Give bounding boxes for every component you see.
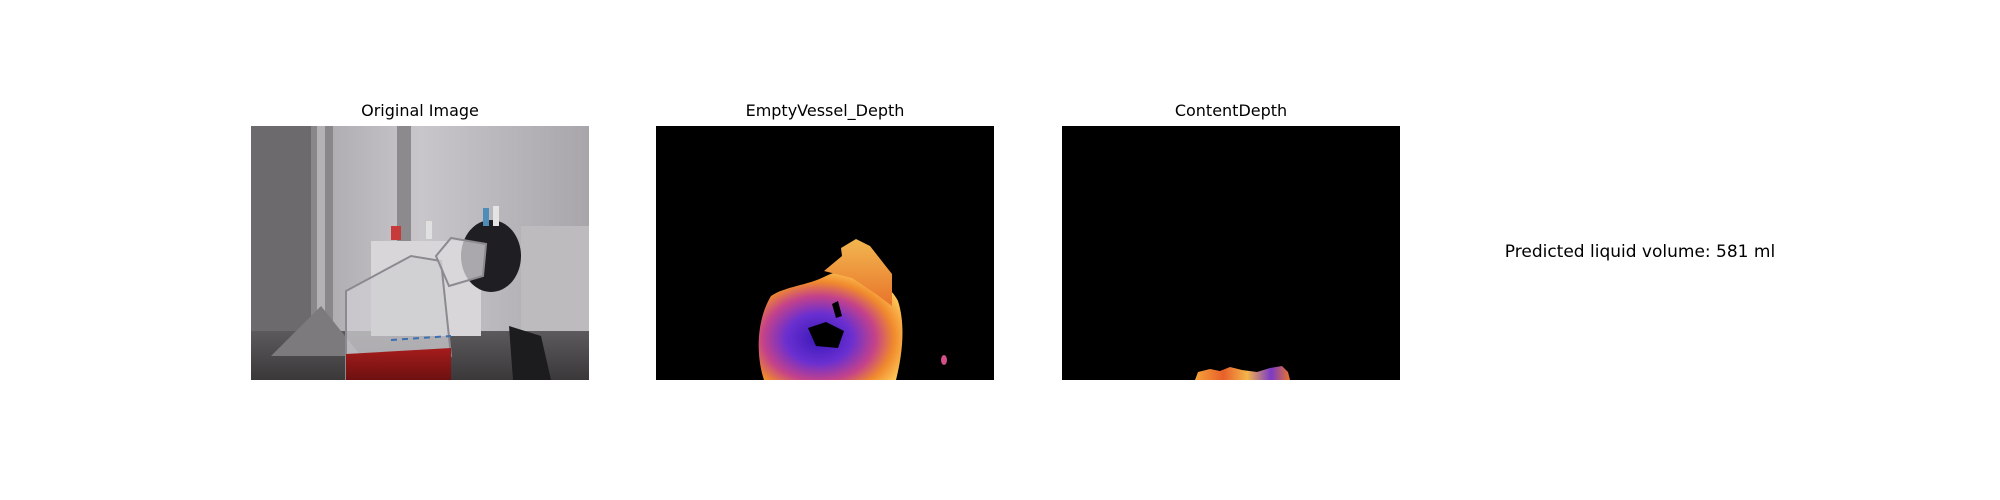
empty-vessel-depth-image (656, 126, 994, 380)
predicted-volume-text: Predicted liquid volume: 581 ml (1504, 242, 1776, 262)
content-depth-image (1062, 126, 1400, 380)
original-image-photo (251, 126, 589, 380)
empty-vessel-depth-title: EmptyVessel_Depth (745, 101, 905, 120)
original-image (251, 126, 589, 380)
content-depth-map (1062, 126, 1400, 380)
original-image-title: Original Image (361, 101, 479, 120)
content-depth-title: ContentDepth (1174, 101, 1288, 120)
empty-vessel-depth-map (656, 126, 994, 380)
